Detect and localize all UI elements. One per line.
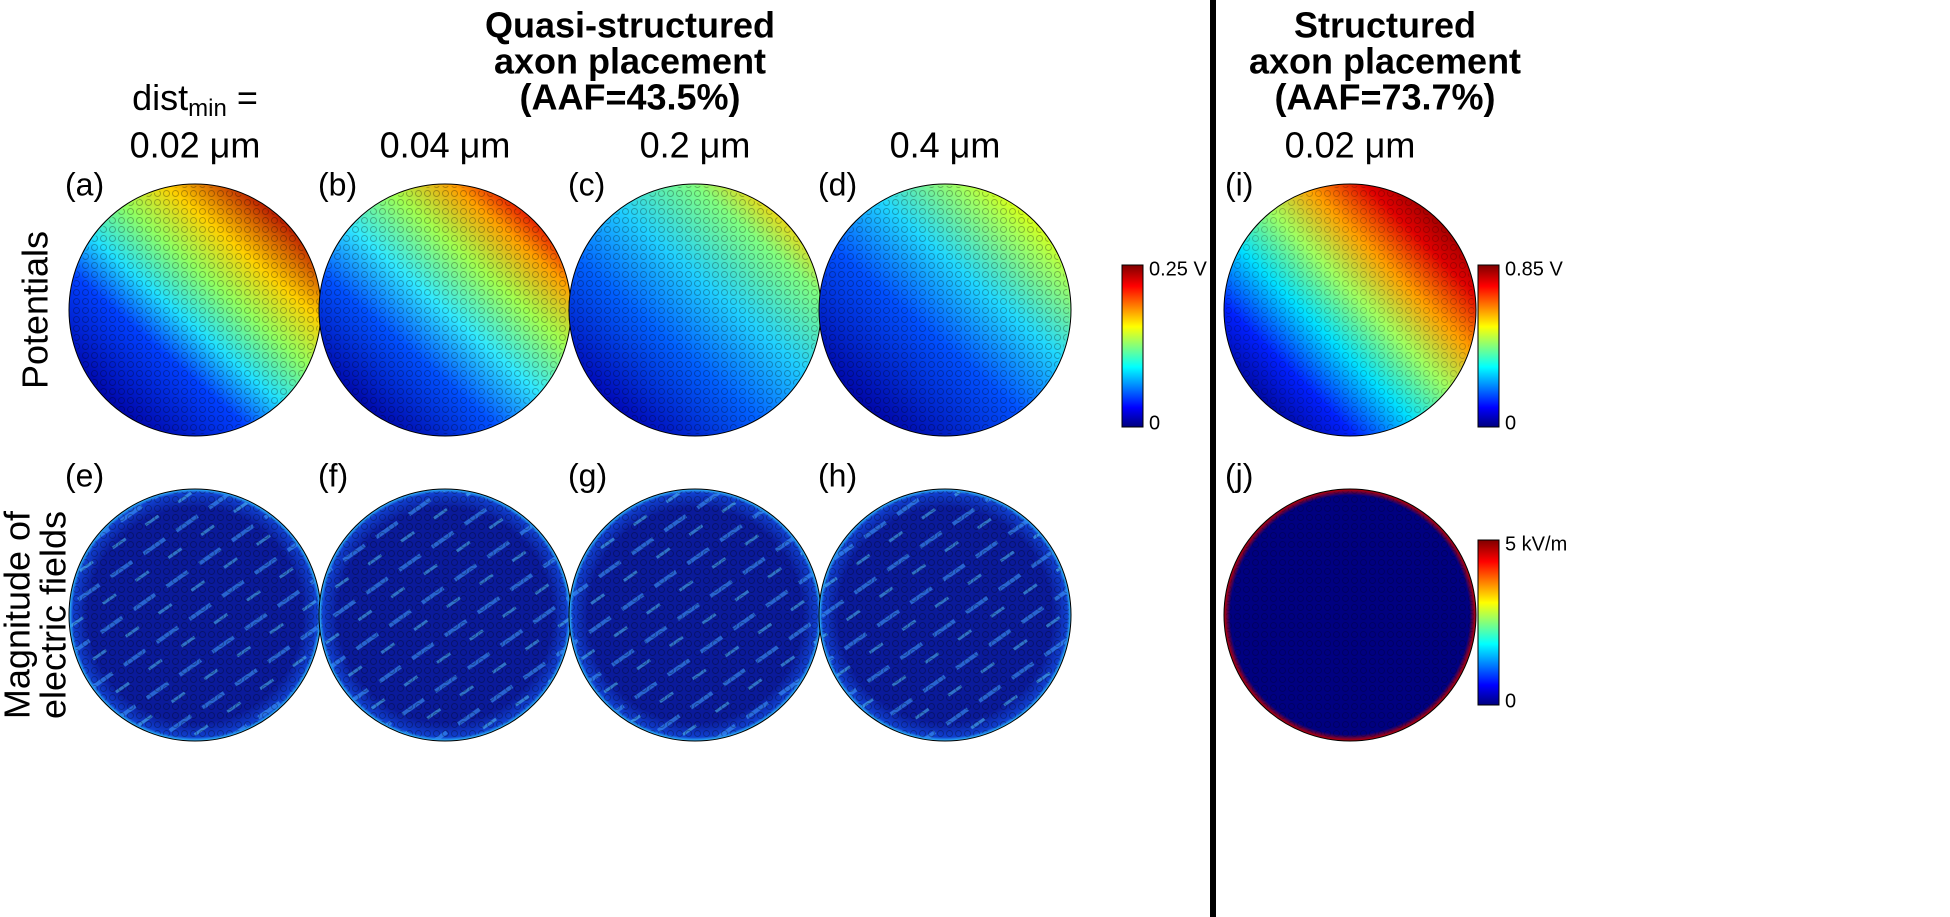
axon-overlay — [1226, 186, 1474, 434]
panel-label: (c) — [568, 166, 605, 202]
panel-label: (g) — [568, 457, 607, 493]
panel-label: (j) — [1225, 457, 1253, 493]
axon-overlay — [821, 186, 1069, 434]
panel-label: (f) — [318, 457, 348, 493]
column-label: 0.02 μm — [130, 125, 261, 166]
column-label: 0.4 μm — [890, 125, 1001, 166]
panel-label: (i) — [1225, 166, 1253, 202]
axon-overlay — [71, 186, 319, 434]
colorbar-min: 0 — [1149, 412, 1160, 434]
column-label: 0.2 μm — [640, 125, 751, 166]
header: Structured — [1294, 5, 1476, 46]
header: (AAF=43.5%) — [519, 77, 740, 118]
colorbar-min: 0 — [1505, 412, 1516, 434]
row-label: Potentials — [15, 231, 56, 389]
dist-sub: min — [188, 95, 227, 122]
dist-name: dist — [132, 77, 188, 118]
disc-outline — [1223, 488, 1477, 742]
axon-overlay — [571, 491, 819, 739]
axon-overlay — [571, 186, 819, 434]
axon-overlay — [821, 491, 1069, 739]
colorbar-max: 5 kV/m — [1505, 533, 1567, 555]
colorbar-max: 0.25 V — [1149, 258, 1207, 280]
disc-outline — [818, 183, 1072, 437]
header: axon placement — [494, 41, 766, 82]
axon-overlay — [321, 186, 569, 434]
disc-outline — [818, 488, 1072, 742]
colorbar — [1477, 539, 1500, 706]
header: (AAF=73.7%) — [1274, 77, 1495, 118]
row-label: electric fields — [33, 511, 74, 719]
colorbar-max: 0.85 V — [1505, 258, 1563, 280]
axon-overlay — [71, 491, 319, 739]
panel-label: (e) — [65, 457, 104, 493]
colorbar — [1477, 264, 1500, 428]
header: Quasi-structured — [485, 5, 775, 46]
colorbar — [1121, 264, 1144, 428]
column-label: 0.04 μm — [380, 125, 511, 166]
axon-overlay — [321, 491, 569, 739]
panel-label: (d) — [818, 166, 857, 202]
panel-label: (h) — [818, 457, 857, 493]
axon-overlay — [1226, 491, 1474, 739]
dist-eq: = — [227, 77, 258, 118]
panel-label: (a) — [65, 166, 104, 202]
dist-label: distmin = — [132, 77, 258, 123]
colorbar-min: 0 — [1505, 690, 1516, 712]
row-label: Magnitude of — [0, 510, 38, 719]
column-label: 0.02 μm — [1285, 125, 1416, 166]
panel-label: (b) — [318, 166, 357, 202]
header: axon placement — [1249, 41, 1521, 82]
disc-outline — [1223, 183, 1477, 437]
